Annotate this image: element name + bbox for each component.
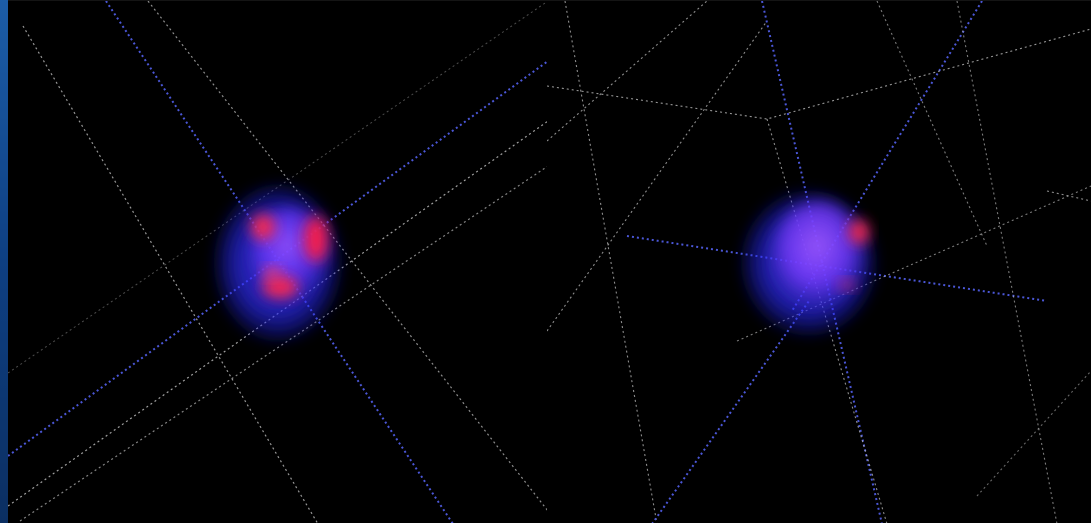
right-volume-view	[547, 0, 1091, 523]
right-density-blob	[742, 191, 876, 335]
right-wireframe	[547, 1, 1091, 523]
right-volume-rendering	[547, 1, 1091, 523]
left-volume-view	[8, 0, 548, 523]
left-volume-rendering	[8, 1, 548, 523]
left-density-blob	[215, 185, 341, 341]
